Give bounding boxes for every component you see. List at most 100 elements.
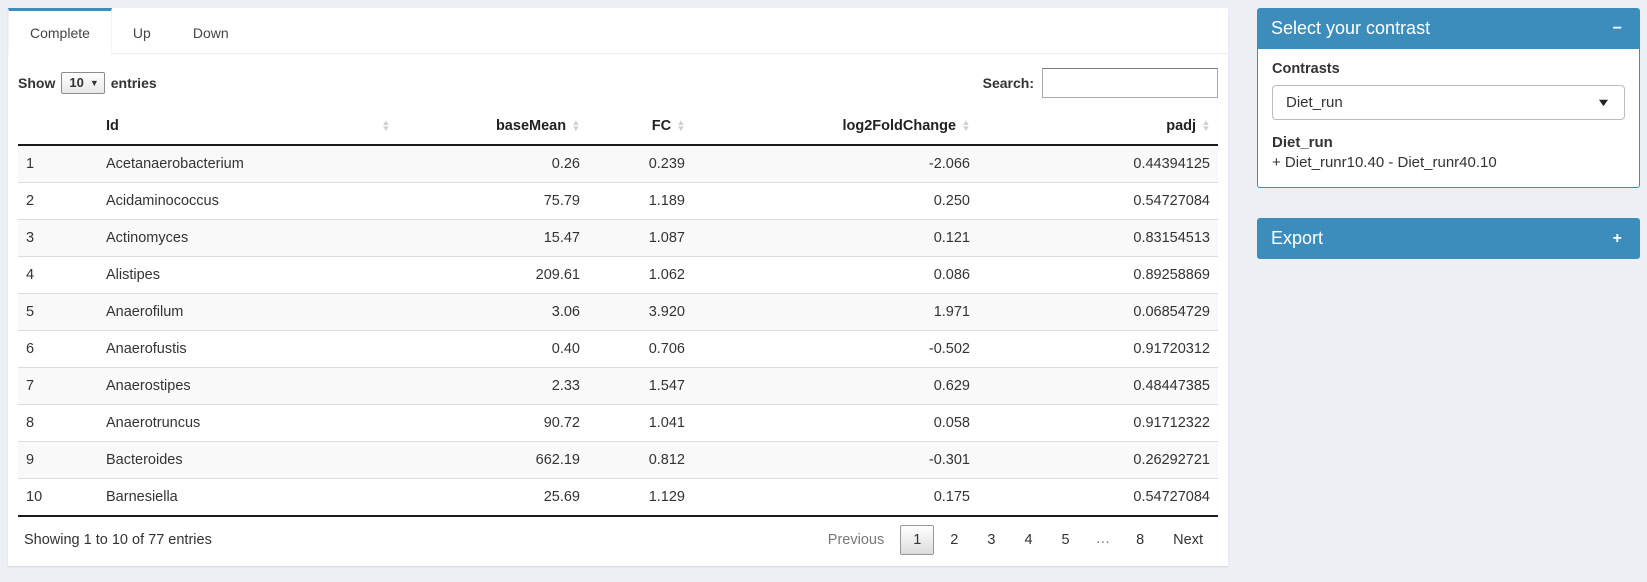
table-cell: 0.83154513: [978, 220, 1218, 257]
sort-icon: ▲▼: [676, 120, 685, 132]
sort-icon: ▲▼: [381, 120, 390, 132]
table-cell: 0.40: [398, 331, 588, 368]
table-row[interactable]: 6Anaerofustis0.400.706-0.5020.91720312: [18, 331, 1218, 368]
column-header-padj[interactable]: padj ▲▼: [978, 110, 1218, 145]
results-tabbox: Complete Up Down Show 10 ▼ entries Searc…: [8, 8, 1228, 566]
page-button-8[interactable]: 8: [1123, 525, 1157, 555]
sidebar: Select your contrast − Contrasts Diet_ru…: [1257, 8, 1640, 259]
export-panel-title: Export: [1271, 228, 1323, 249]
table-cell: 3: [18, 220, 98, 257]
table-cell: 1.547: [588, 368, 693, 405]
table-cell: 15.47: [398, 220, 588, 257]
column-header-fc[interactable]: FC ▲▼: [588, 110, 693, 145]
table-cell: 0.48447385: [978, 368, 1218, 405]
tab-bar: Complete Up Down: [8, 8, 1228, 54]
table-row[interactable]: 8Anaerotruncus90.721.0410.0580.91712322: [18, 405, 1218, 442]
table-cell: 0.812: [588, 442, 693, 479]
contrast-panel-title: Select your contrast: [1271, 18, 1430, 39]
page-length-control: Show 10 ▼ entries: [18, 72, 157, 94]
page-button-1[interactable]: 1: [900, 525, 934, 555]
table-cell: Alistipes: [98, 257, 398, 294]
page-button-4[interactable]: 4: [1011, 525, 1045, 555]
table-cell: Anaerostipes: [98, 368, 398, 405]
search-label: Search:: [983, 75, 1034, 91]
tab-content: Show 10 ▼ entries Search:: [8, 54, 1228, 561]
table-cell: 0.26: [398, 145, 588, 183]
contrast-panel-header: Select your contrast −: [1257, 8, 1640, 49]
tab-up[interactable]: Up: [112, 8, 172, 53]
table-cell: 0.44394125: [978, 145, 1218, 183]
table-row[interactable]: 9Bacteroides662.190.812-0.3010.26292721: [18, 442, 1218, 479]
table-cell: 0.239: [588, 145, 693, 183]
table-cell: 1: [18, 145, 98, 183]
table-row[interactable]: 5Anaerofilum3.063.9201.9710.06854729: [18, 294, 1218, 331]
table-cell: 0.175: [693, 479, 978, 517]
contrast-detail-name: Diet_run: [1272, 134, 1625, 151]
entries-label: entries: [111, 75, 157, 91]
table-cell: 0.91712322: [978, 405, 1218, 442]
table-cell: 1.971: [693, 294, 978, 331]
table-header-row: Id ▲▼ baseMean ▲▼ FC: [18, 110, 1218, 145]
contrast-panel-body: Contrasts Diet_run ▼ Diet_run + Diet_run…: [1257, 49, 1640, 188]
collapse-icon[interactable]: −: [1609, 19, 1626, 39]
table-row[interactable]: 7Anaerostipes2.331.5470.6290.48447385: [18, 368, 1218, 405]
table-cell: Acidaminococcus: [98, 183, 398, 220]
chevron-down-icon: ▼: [1596, 97, 1611, 109]
table-cell: 0.629: [693, 368, 978, 405]
table-cell: 75.79: [398, 183, 588, 220]
tab-down[interactable]: Down: [172, 8, 250, 53]
column-header-index: [18, 110, 98, 145]
table-cell: 1.041: [588, 405, 693, 442]
contrast-detail-formula: + Diet_runr10.40 - Diet_runr40.10: [1272, 154, 1625, 171]
tab-complete[interactable]: Complete: [8, 8, 112, 54]
page-length-select[interactable]: 10 ▼: [61, 72, 104, 94]
table-row[interactable]: 4Alistipes209.611.0620.0860.89258869: [18, 257, 1218, 294]
table-cell: -2.066: [693, 145, 978, 183]
next-page-button[interactable]: Next: [1160, 525, 1216, 555]
table-cell: 1.087: [588, 220, 693, 257]
page-button-2[interactable]: 2: [937, 525, 971, 555]
table-cell: Acetanaerobacterium: [98, 145, 398, 183]
export-panel-header: Export +: [1257, 218, 1640, 259]
search-control: Search:: [983, 68, 1218, 98]
table-cell: 1.129: [588, 479, 693, 517]
table-cell: 9: [18, 442, 98, 479]
expand-icon[interactable]: +: [1609, 229, 1626, 249]
page-button-5[interactable]: 5: [1049, 525, 1083, 555]
pagination-ellipsis: …: [1086, 525, 1121, 555]
table-row[interactable]: 2Acidaminococcus75.791.1890.2500.5472708…: [18, 183, 1218, 220]
column-header-id[interactable]: Id ▲▼: [98, 110, 398, 145]
table-cell: 0.058: [693, 405, 978, 442]
sort-icon: ▲▼: [1201, 120, 1210, 132]
table-cell: 8: [18, 405, 98, 442]
show-label: Show: [18, 75, 55, 91]
table-cell: Actinomyces: [98, 220, 398, 257]
table-cell: Bacteroides: [98, 442, 398, 479]
previous-page-button[interactable]: Previous: [815, 525, 897, 555]
table-row[interactable]: 3Actinomyces15.471.0870.1210.83154513: [18, 220, 1218, 257]
column-header-basemean[interactable]: baseMean ▲▼: [398, 110, 588, 145]
page-button-3[interactable]: 3: [974, 525, 1008, 555]
table-row[interactable]: 1Acetanaerobacterium0.260.239-2.0660.443…: [18, 145, 1218, 183]
table-cell: 5: [18, 294, 98, 331]
table-cell: -0.301: [693, 442, 978, 479]
page-length-value: 10: [69, 75, 83, 90]
contrast-select[interactable]: Diet_run ▼: [1272, 85, 1625, 120]
table-cell: 0.54727084: [978, 183, 1218, 220]
sort-icon: ▲▼: [571, 120, 580, 132]
table-cell: Anaerofustis: [98, 331, 398, 368]
table-cell: 0.706: [588, 331, 693, 368]
export-panel: Export +: [1257, 218, 1640, 259]
search-input[interactable]: [1042, 68, 1218, 98]
table-controls: Show 10 ▼ entries Search:: [18, 68, 1218, 98]
pagination: Previous 12345…8 Next: [812, 525, 1216, 555]
table-cell: 0.89258869: [978, 257, 1218, 294]
table-row[interactable]: 10Barnesiella25.691.1290.1750.54727084: [18, 479, 1218, 517]
table-cell: Anaerofilum: [98, 294, 398, 331]
table-cell: 0.086: [693, 257, 978, 294]
table-cell: 209.61: [398, 257, 588, 294]
table-cell: 2: [18, 183, 98, 220]
column-header-log2foldchange[interactable]: log2FoldChange ▲▼: [693, 110, 978, 145]
table-cell: 0.54727084: [978, 479, 1218, 517]
table-cell: 662.19: [398, 442, 588, 479]
